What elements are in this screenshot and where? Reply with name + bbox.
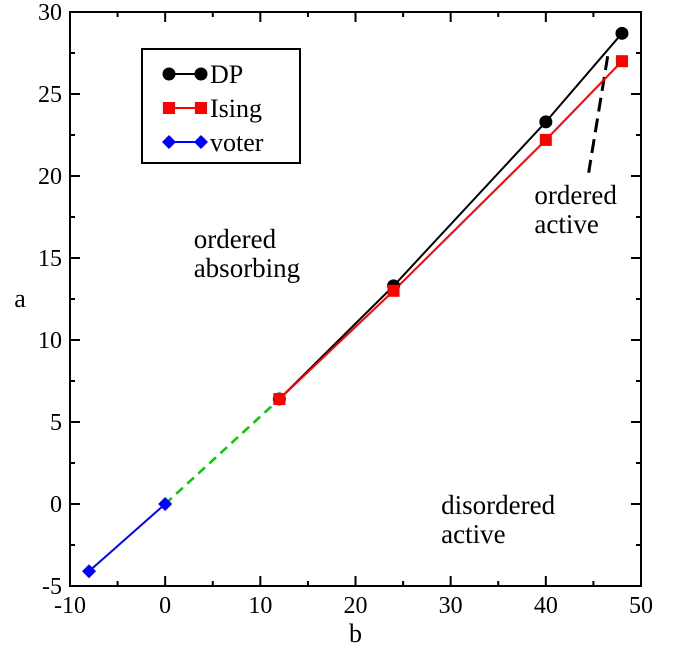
region-label-line: ordered [194,224,277,254]
y-tick-label: 15 [38,246,62,272]
legend-marker-dp [162,67,176,81]
x-tick-label: 50 [629,593,653,619]
legend-marker-voter [162,135,176,149]
legend-label-voter: voter [210,128,264,157]
region-label-line: active [534,209,598,239]
x-tick-label: 0 [159,593,171,619]
x-tick-label: 30 [439,593,463,619]
legend-marker-ising [163,102,175,114]
x-tick-label: 40 [534,593,558,619]
x-tick-label: 20 [344,593,368,619]
series-line-ising [278,60,623,400]
legend-marker-voter [194,135,208,149]
green-dashed-line [164,398,281,505]
region-label-line: disordered [441,490,555,520]
legend-label-dp: DP [210,60,243,89]
y-tick-label: 20 [38,164,62,190]
data-point-dp [615,26,629,40]
y-axis-label: a [14,284,26,313]
y-tick-label: 0 [50,492,62,518]
legend-marker-dp [194,67,208,81]
legend-label-ising: Ising [210,94,262,123]
series-line-dp [278,32,623,400]
data-point-voter [82,564,97,579]
region-label-line: ordered [534,180,617,210]
data-point-voter [158,497,173,511]
data-point-ising [615,55,628,68]
x-axis-label: b [349,619,362,648]
y-tick-label: 25 [38,82,62,108]
legend: DP Ising voter [141,48,301,164]
y-tick-label: 5 [50,410,62,436]
data-point-ising [273,393,286,406]
legend-marker-ising [195,102,207,114]
region-label-line: active [441,519,505,549]
region-label-ordered-absorbing: ordered absorbing [194,224,300,283]
region-label-disordered-active: disordered active [441,490,555,549]
data-point-ising [539,133,552,146]
data-point-dp [539,115,553,129]
data-point-ising [387,284,400,297]
y-tick-label: -5 [42,574,62,600]
y-tick-label: 30 [38,0,62,26]
x-tick-label: 10 [248,593,272,619]
x-tick-label: -10 [54,593,86,619]
series-line-voter [88,503,166,572]
y-tick-label: 10 [38,328,62,354]
region-label-line: absorbing [194,253,300,283]
black-dashed-line [587,56,610,173]
region-label-ordered-active: ordered active [534,180,617,239]
